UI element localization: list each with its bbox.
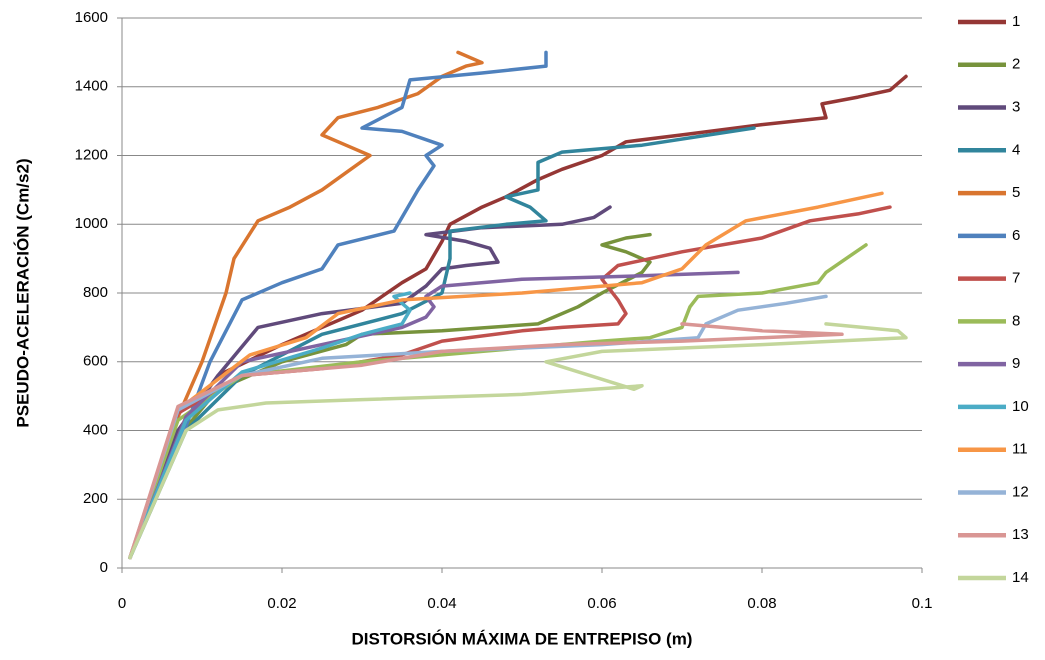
series-line (128, 50, 548, 560)
legend-label: 2 (1012, 56, 1020, 73)
y-tick-label: 400 (83, 421, 108, 438)
series-line (128, 270, 740, 560)
y-tick-label: 1400 (75, 78, 108, 95)
legend-label: 5 (1012, 184, 1020, 201)
x-axis-title: DISTORSIÓN MÁXIMA DE ENTREPISO (m) (352, 629, 693, 648)
legend-label: 11 (1012, 441, 1028, 458)
series-line (128, 74, 908, 560)
x-tick-label: 0.02 (267, 595, 296, 612)
legend-label: 10 (1012, 398, 1029, 415)
x-tick-label: 0.04 (427, 595, 456, 612)
series-line (128, 205, 892, 560)
y-tick-label: 1600 (75, 9, 108, 26)
legend-label: 14 (1012, 569, 1029, 586)
legend-label: 13 (1012, 526, 1029, 543)
y-tick-label: 1000 (75, 215, 108, 232)
x-tick-label: 0.06 (587, 595, 616, 612)
y-tick-label: 1200 (75, 146, 108, 163)
series-line (128, 191, 884, 560)
y-tick-label: 200 (83, 490, 108, 507)
legend-label: 1 (1012, 13, 1020, 30)
series-line (128, 322, 844, 560)
y-tick-label: 600 (83, 353, 108, 370)
legend-label: 8 (1012, 312, 1020, 329)
series-line (128, 243, 868, 560)
legend-label: 9 (1012, 355, 1020, 372)
legend-label: 3 (1012, 99, 1020, 116)
series-line (128, 126, 756, 560)
x-tick-label: 0 (118, 595, 126, 612)
y-axis-title: PSEUDO-ACELERACIÓN (Cm/s2) (13, 158, 32, 427)
legend-label: 6 (1012, 227, 1020, 244)
legend-label: 4 (1012, 141, 1020, 158)
x-tick-label: 0.1 (912, 595, 933, 612)
legend-label: 7 (1012, 270, 1020, 287)
series-line (128, 205, 612, 560)
series-line (128, 322, 908, 560)
legend-label: 12 (1012, 483, 1029, 500)
y-tick-label: 0 (100, 559, 108, 576)
y-tick-label: 800 (83, 284, 108, 301)
series-line (128, 50, 484, 560)
x-tick-label: 0.08 (747, 595, 776, 612)
